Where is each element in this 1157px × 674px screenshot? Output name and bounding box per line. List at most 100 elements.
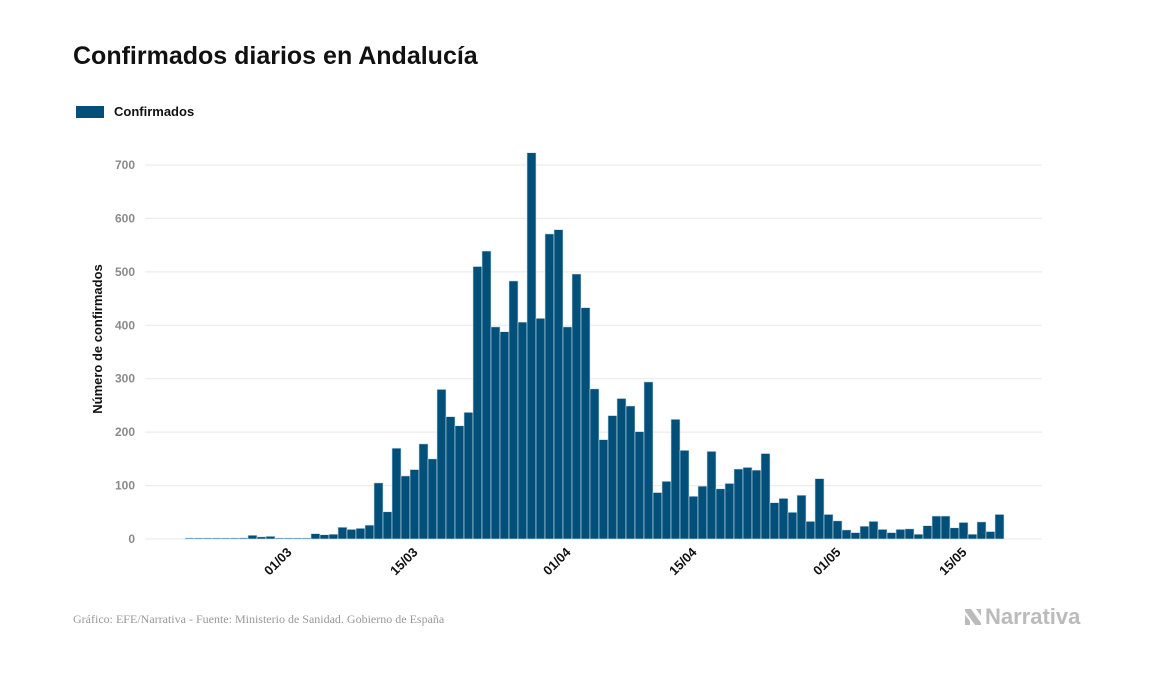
bar bbox=[643, 381, 654, 540]
x-tick-label: 01/05 bbox=[810, 545, 844, 579]
bar bbox=[526, 152, 537, 540]
legend-label: Confirmados bbox=[114, 104, 195, 119]
bar bbox=[931, 515, 942, 540]
bar bbox=[922, 525, 933, 540]
legend-swatch bbox=[76, 105, 104, 118]
bar bbox=[400, 475, 411, 540]
bar bbox=[679, 450, 690, 540]
y-tick-label: 700 bbox=[115, 158, 135, 172]
bar bbox=[571, 273, 582, 540]
bar bbox=[859, 525, 870, 540]
bar bbox=[967, 533, 978, 540]
bar bbox=[553, 229, 564, 540]
bar bbox=[319, 534, 330, 540]
logo-text: Narrativa bbox=[985, 604, 1081, 629]
bar bbox=[418, 443, 429, 540]
bar bbox=[562, 326, 573, 540]
legend: Confirmados bbox=[76, 104, 194, 119]
bar bbox=[877, 529, 888, 540]
bar bbox=[472, 266, 483, 540]
chart-title: Confirmados diarios en Andalucía bbox=[73, 42, 478, 70]
bar bbox=[292, 537, 303, 540]
y-tick-label: 300 bbox=[115, 372, 135, 386]
bar bbox=[508, 280, 519, 540]
bar bbox=[652, 492, 663, 540]
bar bbox=[328, 533, 339, 540]
bar bbox=[868, 521, 879, 540]
bar bbox=[913, 533, 924, 540]
bar bbox=[751, 469, 762, 540]
bar bbox=[490, 326, 501, 540]
bar bbox=[373, 482, 384, 540]
bar bbox=[337, 526, 348, 540]
bar bbox=[805, 521, 816, 540]
bar bbox=[184, 537, 195, 540]
bar bbox=[958, 522, 969, 540]
bar bbox=[697, 485, 708, 540]
bar bbox=[256, 536, 267, 540]
bar bbox=[994, 514, 1005, 540]
bar bbox=[796, 494, 807, 540]
narrativa-logo: Narrativa bbox=[963, 604, 1080, 630]
x-tick-label: 15/04 bbox=[666, 544, 700, 578]
narrativa-logo-icon bbox=[965, 609, 981, 625]
bar bbox=[607, 415, 618, 540]
bar bbox=[436, 389, 447, 540]
bar bbox=[985, 531, 996, 540]
bar bbox=[283, 537, 294, 540]
bar bbox=[427, 458, 438, 540]
bar bbox=[598, 439, 609, 540]
bar bbox=[742, 467, 753, 540]
y-tick-label: 0 bbox=[128, 532, 135, 546]
y-tick-label: 600 bbox=[115, 211, 135, 225]
x-tick-label: 15/05 bbox=[936, 545, 970, 579]
bar bbox=[355, 528, 366, 540]
bar bbox=[760, 453, 771, 540]
y-tick-label: 100 bbox=[115, 479, 135, 493]
bar bbox=[670, 419, 681, 540]
bar bbox=[688, 495, 699, 540]
bar bbox=[616, 398, 627, 540]
bar bbox=[481, 250, 492, 540]
bar bbox=[823, 514, 834, 540]
bar bbox=[949, 527, 960, 540]
bar bbox=[706, 451, 717, 540]
bar bbox=[634, 431, 645, 540]
bar bbox=[391, 447, 402, 540]
bar bbox=[202, 537, 213, 540]
bar bbox=[589, 388, 600, 540]
y-tick-label: 200 bbox=[115, 425, 135, 439]
bar bbox=[220, 537, 231, 540]
bar bbox=[733, 468, 744, 540]
bar bbox=[724, 483, 735, 540]
bar bbox=[544, 233, 555, 540]
source-footer: Gráfico: EFE/Narrativa - Fuente: Ministe… bbox=[73, 612, 445, 626]
x-tick-label: 01/03 bbox=[261, 545, 295, 579]
bar bbox=[310, 533, 321, 540]
bar bbox=[661, 480, 672, 540]
bar bbox=[832, 520, 843, 540]
bar bbox=[238, 537, 249, 540]
bar bbox=[715, 488, 726, 540]
bar bbox=[229, 537, 240, 540]
y-tick-label: 400 bbox=[115, 318, 135, 332]
bar bbox=[301, 537, 312, 540]
bar bbox=[976, 521, 987, 540]
bar bbox=[580, 307, 591, 540]
bar bbox=[211, 537, 222, 540]
bar bbox=[940, 515, 951, 540]
x-tick-label: 01/04 bbox=[540, 544, 574, 578]
bar bbox=[265, 536, 276, 540]
bar bbox=[274, 537, 285, 540]
bar bbox=[247, 534, 258, 540]
bar bbox=[364, 524, 375, 540]
bar bbox=[886, 532, 897, 540]
y-axis-label: Número de confirmados bbox=[90, 264, 105, 414]
bar bbox=[841, 529, 852, 540]
y-tick-label: 500 bbox=[115, 265, 135, 279]
bar bbox=[382, 511, 393, 540]
bar bbox=[517, 321, 528, 540]
bar bbox=[409, 469, 420, 540]
bar bbox=[778, 498, 789, 540]
